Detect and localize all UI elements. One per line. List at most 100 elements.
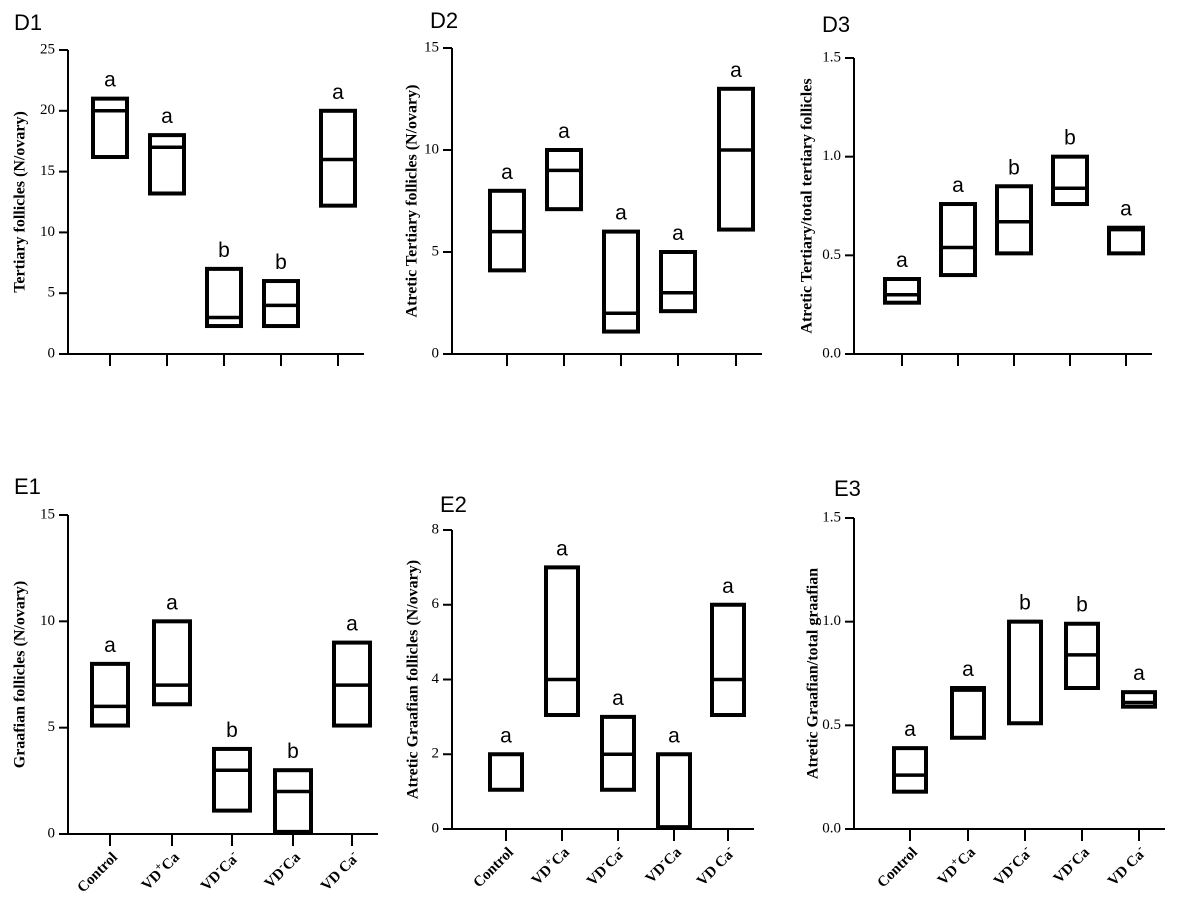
x-category-label: Control <box>875 845 921 891</box>
significance-letter: a <box>730 59 742 82</box>
panel-label: E2 <box>440 492 467 517</box>
y-tick-label: 5 <box>432 243 440 259</box>
significance-letter: b <box>1019 592 1031 615</box>
y-tick-label: 1.0 <box>822 613 841 629</box>
y-tick-label: 10 <box>40 224 55 240</box>
box-4 <box>273 768 313 834</box>
y-axis-title: Atretic Graafian follicles (N/ovary) <box>405 560 422 799</box>
significance-letter: a <box>166 591 178 614</box>
y-tick-label: 25 <box>40 41 55 57</box>
y-tick-label: 15 <box>40 163 55 179</box>
box-2 <box>544 565 580 718</box>
y-tick-label: 4 <box>432 671 440 687</box>
box-5 <box>710 602 746 718</box>
box-4 <box>262 279 300 329</box>
significance-letter: a <box>612 687 624 710</box>
box-5 <box>717 86 755 232</box>
box-1 <box>90 661 130 728</box>
y-axis-title: Graafian follicles (N/ovary) <box>12 581 29 769</box>
box-3 <box>602 229 640 334</box>
y-axis-title: Tertiary follicles (N/ovary) <box>12 111 29 293</box>
box-4 <box>1051 154 1089 207</box>
box-2 <box>939 202 977 278</box>
box-3 <box>205 266 243 329</box>
x-category-label: VD Ca- <box>692 842 740 890</box>
box-1 <box>91 96 129 160</box>
y-tick-label: 2 <box>432 746 440 762</box>
panel-label: D1 <box>14 10 42 35</box>
box-2 <box>545 148 583 212</box>
x-category-label: VD-Ca- <box>582 842 630 890</box>
y-axis-title: Atretic Tertiary follicles (N/ovary) <box>404 85 421 318</box>
significance-letter: b <box>218 239 230 262</box>
panel-label: D2 <box>430 8 458 33</box>
significance-letter: a <box>556 537 568 560</box>
significance-letter: b <box>275 251 287 274</box>
significance-letter: a <box>672 222 684 245</box>
significance-letter: a <box>668 724 680 747</box>
significance-letter: b <box>1064 127 1076 150</box>
y-tick-label: 0 <box>48 345 56 361</box>
box-1 <box>892 746 928 794</box>
significance-letter: a <box>962 658 974 681</box>
x-category-label: Control <box>471 845 517 891</box>
box-4 <box>656 752 692 830</box>
significance-letter: a <box>161 105 173 128</box>
y-axis-title: Atretic Graafian/total graafian <box>805 568 822 779</box>
significance-letter: a <box>1120 198 1132 221</box>
significance-letter: a <box>346 613 358 636</box>
y-axis-title: Atretic Tertiary/total tertiary follicle… <box>799 78 816 333</box>
box-1 <box>883 277 921 305</box>
significance-letter: b <box>1076 594 1088 617</box>
x-category-label: VD-Ca <box>259 847 304 892</box>
significance-letter: a <box>332 81 344 104</box>
y-tick-label: 10 <box>424 141 439 157</box>
significance-letter: a <box>501 161 513 184</box>
significance-letter: b <box>287 740 299 763</box>
panel-d3: D3 0.0 0.5 1.0 1.5 Atretic Tertiary/total ter… <box>799 12 1152 366</box>
significance-letter: a <box>500 724 512 747</box>
x-category-label: VD+Ca <box>932 842 979 889</box>
panel-label: E1 <box>14 474 41 499</box>
box-3 <box>212 746 252 813</box>
x-category-label: VD-Ca- <box>989 842 1037 890</box>
box-3 <box>1007 619 1043 726</box>
box-4 <box>659 250 697 314</box>
panel-e3: E3 0.0 0.5 1.0 1.5 Atretic Graafian/total gra… <box>805 476 1165 891</box>
box-2 <box>950 686 986 740</box>
panel-e2: E2 0 2 4 6 8 Atretic Graafian follicles (N/ova… <box>405 492 754 891</box>
x-category-label: Control <box>75 850 121 896</box>
box-1 <box>488 752 524 792</box>
x-category-label: VD+Ca <box>526 842 573 889</box>
y-tick-label: 0.0 <box>822 345 841 361</box>
significance-letter: a <box>558 120 570 143</box>
panel-d2: D2 0 5 10 15 Atretic Tertiary follicles (N/ov… <box>404 8 762 366</box>
y-tick-label: 0.0 <box>822 820 841 836</box>
y-tick-label: 10 <box>40 613 55 629</box>
y-tick-label: 0.5 <box>822 717 841 733</box>
box-2 <box>148 133 186 196</box>
y-tick-label: 0.5 <box>822 247 841 263</box>
y-tick-label: 0 <box>432 820 440 836</box>
box-5 <box>1107 225 1145 256</box>
panel-d1: D1 0 5 10 15 20 25 Tertiary follicles (N/ovary)… <box>12 10 364 366</box>
box-3 <box>995 184 1033 256</box>
y-tick-label: 1.0 <box>822 148 841 164</box>
x-category-label: VD Ca- <box>1103 842 1151 890</box>
x-category-label: VD-Ca <box>640 842 685 887</box>
panel-label: D3 <box>822 12 850 37</box>
significance-letter: a <box>1133 662 1145 685</box>
significance-letter: a <box>904 718 916 741</box>
box-2 <box>152 619 192 707</box>
box-5 <box>1121 690 1157 709</box>
y-tick-label: 0 <box>48 825 56 841</box>
panel-label: E3 <box>834 476 861 501</box>
y-tick-label: 0 <box>432 345 440 361</box>
y-tick-label: 1.5 <box>822 49 841 65</box>
y-tick-label: 5 <box>48 285 56 301</box>
x-category-label: VD-Ca- <box>196 847 244 895</box>
y-tick-label: 15 <box>40 506 55 522</box>
significance-letter: a <box>104 69 116 92</box>
significance-letter: a <box>104 634 116 657</box>
